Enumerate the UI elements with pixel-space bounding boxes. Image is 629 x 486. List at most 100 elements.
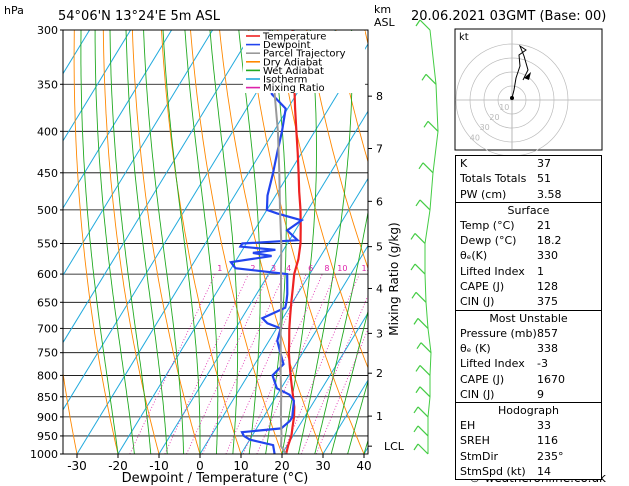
wet-adiabat-line <box>347 379 368 454</box>
mixing-ratio-label: 1 <box>217 264 222 273</box>
wet-adiabat-line <box>162 30 201 454</box>
wind-profile-line <box>424 29 439 454</box>
asl-unit-label: ASL <box>374 16 396 29</box>
index-label: EH <box>460 419 476 433</box>
legend-entry: Parcel Trajectory <box>263 49 346 60</box>
wind-barb <box>420 342 432 354</box>
index-value: 9 <box>537 387 544 401</box>
pressure-tick-label: 300 <box>37 24 58 37</box>
wind-barb-feather <box>411 291 417 299</box>
wet-adiabat-line <box>209 30 239 454</box>
datetime-title: 20.06.2021 03GMT (Base: 00) <box>411 9 606 24</box>
index-label: CAPE (J) <box>460 280 505 294</box>
wind-barb-feather <box>415 365 421 372</box>
wet-adiabat-line <box>281 30 317 454</box>
wind-barb-feather <box>416 342 422 350</box>
index-value: 14 <box>537 465 551 479</box>
x-axis-label: Dewpoint / Temperature (°C) <box>122 471 309 486</box>
isotherm-line <box>63 30 132 142</box>
hodograph-ring-label: 30 <box>480 123 490 132</box>
isotherm-line <box>0 30 8 454</box>
index-label: θₑ(K) <box>460 249 488 263</box>
dry-adiabat-line <box>335 30 368 164</box>
km-tick-label: 3 <box>376 327 383 340</box>
index-row: Lifted Index -3 <box>456 356 601 371</box>
index-label: Lifted Index <box>460 357 525 371</box>
wind-barb-feather <box>413 443 419 451</box>
index-row: Lifted Index 1 <box>456 264 601 279</box>
km-tick-label: 1 <box>376 410 383 423</box>
isotherm-line <box>281 312 368 454</box>
index-row: Dewp (°C) 18.2 <box>456 233 601 248</box>
wind-barb <box>417 425 429 437</box>
pressure-tick-label: 650 <box>37 296 58 309</box>
km-tick-label: 7 <box>376 142 383 155</box>
mixing-ratio-label: 3 <box>271 264 276 273</box>
wind-barb-feather <box>410 233 416 240</box>
dry-adiabat-line <box>306 30 368 270</box>
wind-barb <box>419 19 431 31</box>
dewpoint-line <box>228 30 305 454</box>
wind-barb <box>419 199 431 211</box>
index-value: 1 <box>537 264 544 278</box>
km-tick-label: 4 <box>376 282 383 295</box>
index-value: -3 <box>537 357 548 371</box>
plot-frame <box>62 29 369 455</box>
index-value: 857 <box>537 326 558 340</box>
index-value: 330 <box>537 249 558 263</box>
wind-barb <box>414 263 426 275</box>
dry-adiabat-line <box>131 30 201 454</box>
isotherm-line <box>199 177 368 454</box>
hodograph-ring <box>497 85 527 115</box>
isotherm-line <box>63 30 173 210</box>
index-label: SREH <box>460 434 490 448</box>
index-label: PW (cm) <box>460 187 507 201</box>
hodograph-origin <box>510 96 514 100</box>
pressure-tick-label: 850 <box>37 391 58 404</box>
hodograph-frame <box>454 28 603 151</box>
index-row: PW (cm) 3.58 <box>456 187 601 202</box>
index-row: CAPE (J) 1670 <box>456 372 601 387</box>
index-value: 116 <box>537 434 558 448</box>
x-tick-label: -10 <box>149 459 169 473</box>
parcel-trajectory-line <box>269 30 287 454</box>
dry-adiabat-line <box>277 30 368 369</box>
location-title: 54°06'N 13°24'E 5m ASL <box>58 9 221 24</box>
index-row: StmSpd (kt) 14 <box>456 464 601 479</box>
pressure-tick-label: 450 <box>37 167 58 180</box>
storm-motion-arrow-icon <box>524 72 531 80</box>
wet-adiabat-line <box>330 309 368 454</box>
wind-barb <box>414 233 426 244</box>
chart-axes: 3003504004505005506006507007508008509009… <box>30 24 405 473</box>
index-label: CIN (J) <box>460 295 495 309</box>
chart-grid: 1 2 3 4 6 8 10 15 20 25 <box>0 30 368 454</box>
index-label: K <box>460 157 468 170</box>
index-row: K 37 <box>456 156 601 171</box>
chart-series <box>228 30 305 454</box>
index-row: SREH 116 <box>456 433 601 448</box>
pressure-tick-label: 950 <box>37 430 58 443</box>
index-row: Pressure (mb) 857 <box>456 326 601 341</box>
mixing-ratio-axis-label: Mixing Ratio (g/kg) <box>387 222 401 335</box>
index-label: Temp (°C) <box>460 218 515 232</box>
index-row: CIN (J) 375 <box>456 294 601 309</box>
legend-box <box>243 31 365 93</box>
x-tick-label: 30 <box>315 459 330 473</box>
hodograph-ring-label: 20 <box>489 113 499 122</box>
hodograph-ring <box>483 71 541 129</box>
most-unstable-section: Most Unstable Pressure (mb) 857 θₑ (K) 338 Li… <box>456 309 601 402</box>
wind-barb <box>417 443 429 455</box>
legend-entry: Dry Adiabat <box>263 57 322 68</box>
mixing-ratio-line <box>315 328 368 454</box>
index-value: 1670 <box>537 372 565 386</box>
section-title: Most Unstable <box>489 311 568 325</box>
wet-adiabat-line <box>238 30 261 454</box>
km-tick-label: 5 <box>376 241 383 254</box>
temperature-line <box>285 30 302 454</box>
wind-barb <box>422 162 434 174</box>
pressure-tick-label: 500 <box>37 204 58 217</box>
x-tick-label: 40 <box>356 459 371 473</box>
km-tick-label: 6 <box>376 195 383 208</box>
